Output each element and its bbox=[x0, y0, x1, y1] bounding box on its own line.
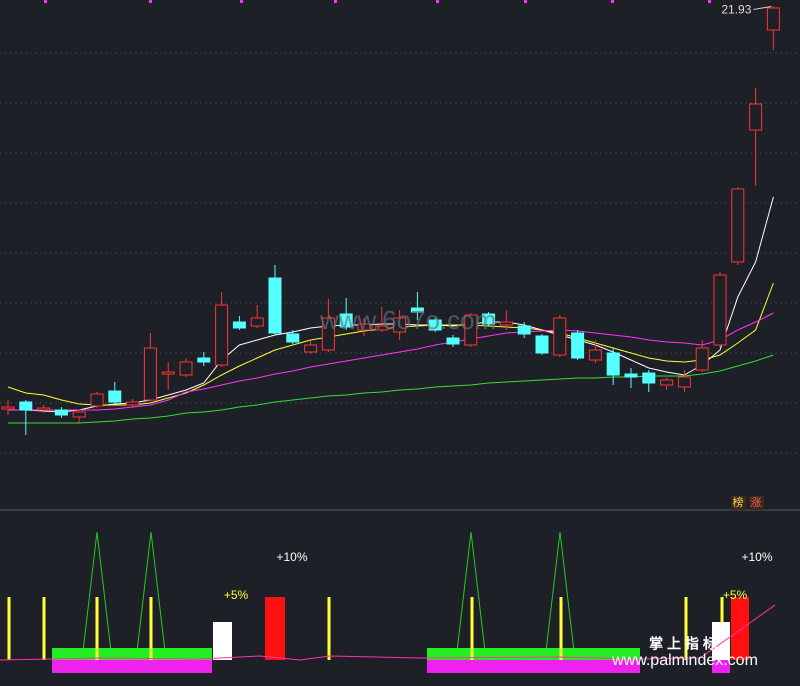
max-arrow bbox=[753, 6, 772, 10]
candle-body bbox=[232, 321, 246, 329]
candle-body bbox=[321, 317, 335, 351]
candle-body bbox=[571, 332, 585, 359]
badge: 涨 bbox=[751, 496, 762, 509]
indicator-label: +5% bbox=[224, 588, 249, 602]
candle-body bbox=[677, 376, 691, 388]
candle-body bbox=[695, 347, 709, 371]
candle-body bbox=[1, 406, 15, 410]
candle-body bbox=[37, 407, 51, 411]
candle-body bbox=[161, 371, 175, 375]
candle-body bbox=[660, 379, 674, 386]
candle-body bbox=[393, 317, 407, 333]
candle-body bbox=[606, 352, 620, 376]
badge-bg bbox=[731, 496, 746, 510]
candle-body bbox=[143, 347, 157, 401]
candle-body bbox=[428, 319, 442, 331]
candle-body bbox=[731, 188, 745, 263]
brand-url: www.palmindex.com bbox=[611, 652, 758, 669]
badge: 榜 bbox=[733, 495, 744, 509]
watermark: www.6o7o.com bbox=[319, 305, 496, 335]
candle-body bbox=[197, 357, 211, 363]
candle-body bbox=[339, 313, 353, 328]
candle-body bbox=[126, 401, 140, 406]
candle-body bbox=[286, 333, 300, 343]
candle-body bbox=[215, 304, 229, 366]
badge-bg bbox=[749, 496, 764, 510]
candle-body bbox=[446, 337, 460, 345]
ma-line bbox=[7, 282, 774, 406]
candle-body bbox=[410, 307, 424, 313]
candle-body bbox=[553, 317, 567, 356]
candle-body bbox=[250, 317, 264, 327]
candle-body bbox=[375, 325, 389, 331]
candle-body bbox=[54, 409, 68, 416]
candle-body bbox=[304, 344, 318, 353]
candle-body bbox=[72, 411, 86, 418]
candle-body bbox=[588, 349, 602, 361]
ma-line bbox=[8, 312, 774, 411]
candle-body bbox=[179, 361, 193, 376]
candle-body bbox=[108, 390, 122, 403]
candle-body bbox=[517, 325, 531, 335]
candle-body bbox=[749, 103, 763, 131]
indicator-label: +5% bbox=[723, 588, 748, 602]
candle-body bbox=[642, 372, 656, 384]
candles bbox=[1, 6, 780, 435]
indicator-label: +10% bbox=[741, 550, 772, 564]
candle-body bbox=[357, 323, 371, 331]
candle-body bbox=[464, 314, 478, 346]
brand: 掌 上 指 标 bbox=[649, 636, 717, 652]
grid bbox=[0, 52, 800, 454]
candle-body bbox=[482, 313, 496, 325]
candle-body bbox=[713, 274, 727, 346]
max-label: 21.93 bbox=[721, 3, 751, 17]
candle-body bbox=[268, 277, 282, 334]
indicator-panel bbox=[0, 531, 776, 673]
candle-body bbox=[535, 335, 549, 354]
candle-body bbox=[19, 401, 33, 411]
candle-body bbox=[624, 373, 638, 378]
top-markers bbox=[44, 0, 711, 3]
candle-body bbox=[90, 393, 104, 407]
ma-line bbox=[8, 354, 774, 424]
indicator-label: +10% bbox=[276, 550, 307, 564]
candle-body bbox=[499, 321, 513, 326]
candle-body bbox=[766, 7, 780, 31]
